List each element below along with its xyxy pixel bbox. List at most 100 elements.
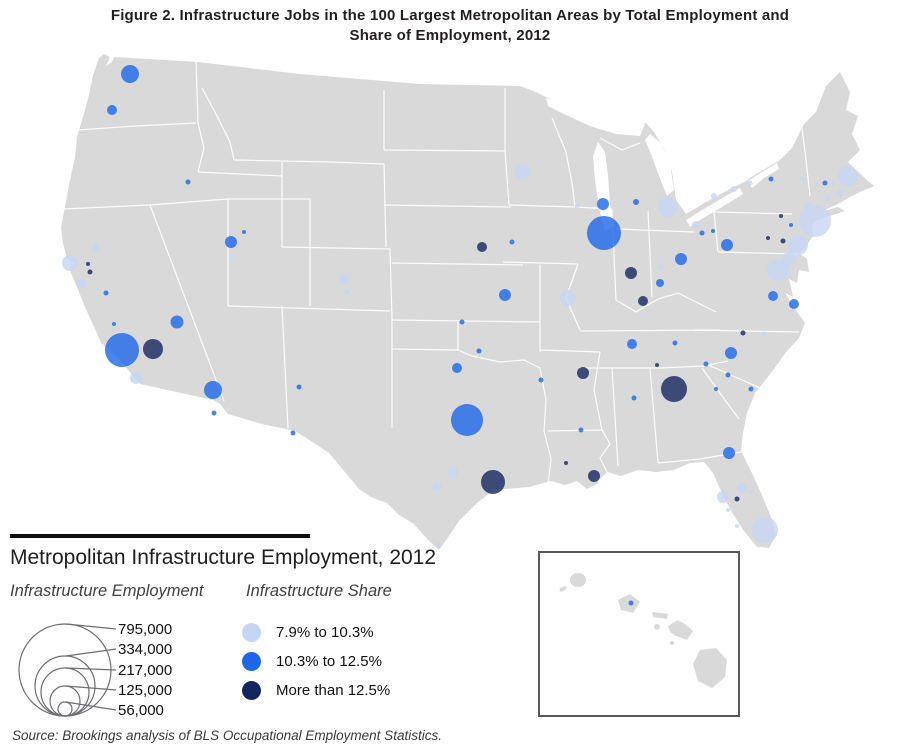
metro-circle-dark — [779, 214, 783, 218]
metro-circle-light — [737, 483, 747, 493]
metro-circle-medium — [587, 216, 621, 250]
metro-circle-light — [345, 290, 349, 294]
metro-circle-medium — [499, 289, 511, 301]
metro-circle-medium — [656, 279, 664, 287]
metro-circle-medium — [103, 290, 109, 296]
hawaii-islands — [559, 573, 727, 688]
legend-header: Metropolitan Infrastructure Employment, … — [10, 546, 437, 569]
metro-circle-medium — [725, 372, 731, 378]
state-border-line — [389, 248, 393, 319]
metro-circle-light — [76, 278, 86, 288]
metro-circle-dark — [86, 262, 90, 266]
size-label-217000: 217,000 — [118, 662, 173, 679]
state-border-line — [391, 348, 459, 351]
lake-huron — [645, 134, 674, 196]
share-label-light: 7.9% to 10.3% — [276, 623, 374, 641]
metro-circle-medium — [242, 230, 246, 234]
metro-circle-light — [799, 205, 831, 237]
metro-circle-dark — [481, 470, 505, 494]
state-borders — [63, 59, 811, 485]
island-lanai — [654, 624, 660, 630]
state-border-line — [599, 429, 611, 473]
metro-circle-light — [658, 264, 664, 270]
metro-circle-medium — [721, 239, 733, 251]
metro-circle-light — [749, 490, 753, 494]
share-swatch-dark — [242, 680, 261, 700]
share-legend-row-light: 7.9% to 10.3% — [242, 622, 374, 642]
metro-circle-light — [788, 235, 808, 255]
metro-circle-dark — [661, 376, 687, 402]
share-legend-row-medium: 10.3% to 12.5% — [242, 651, 382, 671]
metro-circle-dark — [588, 470, 600, 482]
share-label-medium: 10.3% to 12.5% — [276, 652, 382, 670]
metro-circle-medium — [714, 387, 718, 391]
state-border-line — [233, 159, 385, 165]
state-border-line — [701, 367, 740, 420]
state-border-line — [611, 367, 619, 467]
figure-title-line2: Share of Employment, 2012 — [349, 27, 551, 44]
metro-circle-medium — [711, 229, 715, 233]
metro-circle-light — [767, 259, 789, 281]
lake-ontario — [748, 163, 779, 188]
metro-circle-light — [726, 508, 730, 512]
state-border-line — [615, 228, 695, 233]
metro-circle-light — [717, 491, 729, 503]
metro-circle-medium — [723, 447, 735, 459]
metro-circle-medium — [105, 333, 139, 367]
state-border-line — [615, 292, 717, 313]
metro-circle-medium — [296, 384, 302, 390]
metro-circle-medium — [703, 361, 709, 367]
metro-circle-medium — [509, 239, 515, 245]
state-border-line — [713, 211, 793, 215]
state-border-line — [63, 204, 151, 210]
state-border-line — [227, 305, 391, 312]
size-legend-leader-line — [65, 648, 117, 657]
metro-circle-medium — [185, 179, 191, 185]
metro-circle-medium — [107, 105, 117, 115]
metro-circle-medium — [672, 340, 678, 346]
state-border-line — [201, 87, 235, 161]
island-maui — [668, 620, 693, 640]
metro-circle-medium — [631, 395, 637, 401]
metro-circle-dark — [477, 242, 487, 252]
metro-circle-light — [801, 177, 805, 181]
metro-circle-light — [230, 254, 234, 258]
metro-circle-medium — [725, 347, 737, 359]
island-niihau — [559, 586, 567, 592]
lake-superior — [546, 98, 645, 136]
state-border-line — [551, 117, 576, 208]
state-border-line — [580, 360, 729, 369]
state-border-line — [391, 319, 541, 323]
share-swatch-medium — [242, 651, 261, 671]
metro-circle-medium — [699, 230, 705, 236]
size-legend-circle — [57, 701, 73, 717]
metro-circle-light — [435, 542, 441, 548]
size-label-125000: 125,000 — [118, 682, 173, 699]
metro-circle-dark — [780, 238, 786, 244]
metro-circle-light — [804, 202, 812, 210]
metro-circle-light — [761, 331, 767, 337]
metro-circle-medium — [789, 299, 799, 309]
metro-circle-light — [692, 221, 700, 229]
metro-circle-medium — [204, 381, 222, 399]
metro-circle-light — [339, 274, 349, 284]
metro-circle-medium — [476, 348, 482, 354]
share-legend-row-dark: More than 12.5% — [242, 680, 390, 700]
metro-circle-medium — [768, 291, 778, 301]
share-label-dark: More than 12.5% — [276, 681, 391, 699]
metro-circle-light — [782, 252, 796, 266]
metro-circle-medium — [628, 600, 634, 606]
metro-circle-light — [560, 290, 576, 306]
metro-circle-dark — [655, 363, 659, 367]
legend-employment-title: Infrastructure Employment — [10, 582, 204, 600]
metro-circle-medium — [748, 386, 754, 392]
metro-circle-medium — [768, 176, 774, 182]
state-border-line — [799, 111, 811, 197]
size-legend-circle — [49, 685, 81, 717]
metro-circle-medium — [452, 363, 462, 373]
metro-circle-light — [62, 255, 78, 271]
metro-circle-light — [130, 372, 142, 384]
island-kahoolawe — [670, 641, 674, 645]
state-border-line — [149, 198, 229, 206]
metro-circle-medium — [789, 223, 793, 227]
